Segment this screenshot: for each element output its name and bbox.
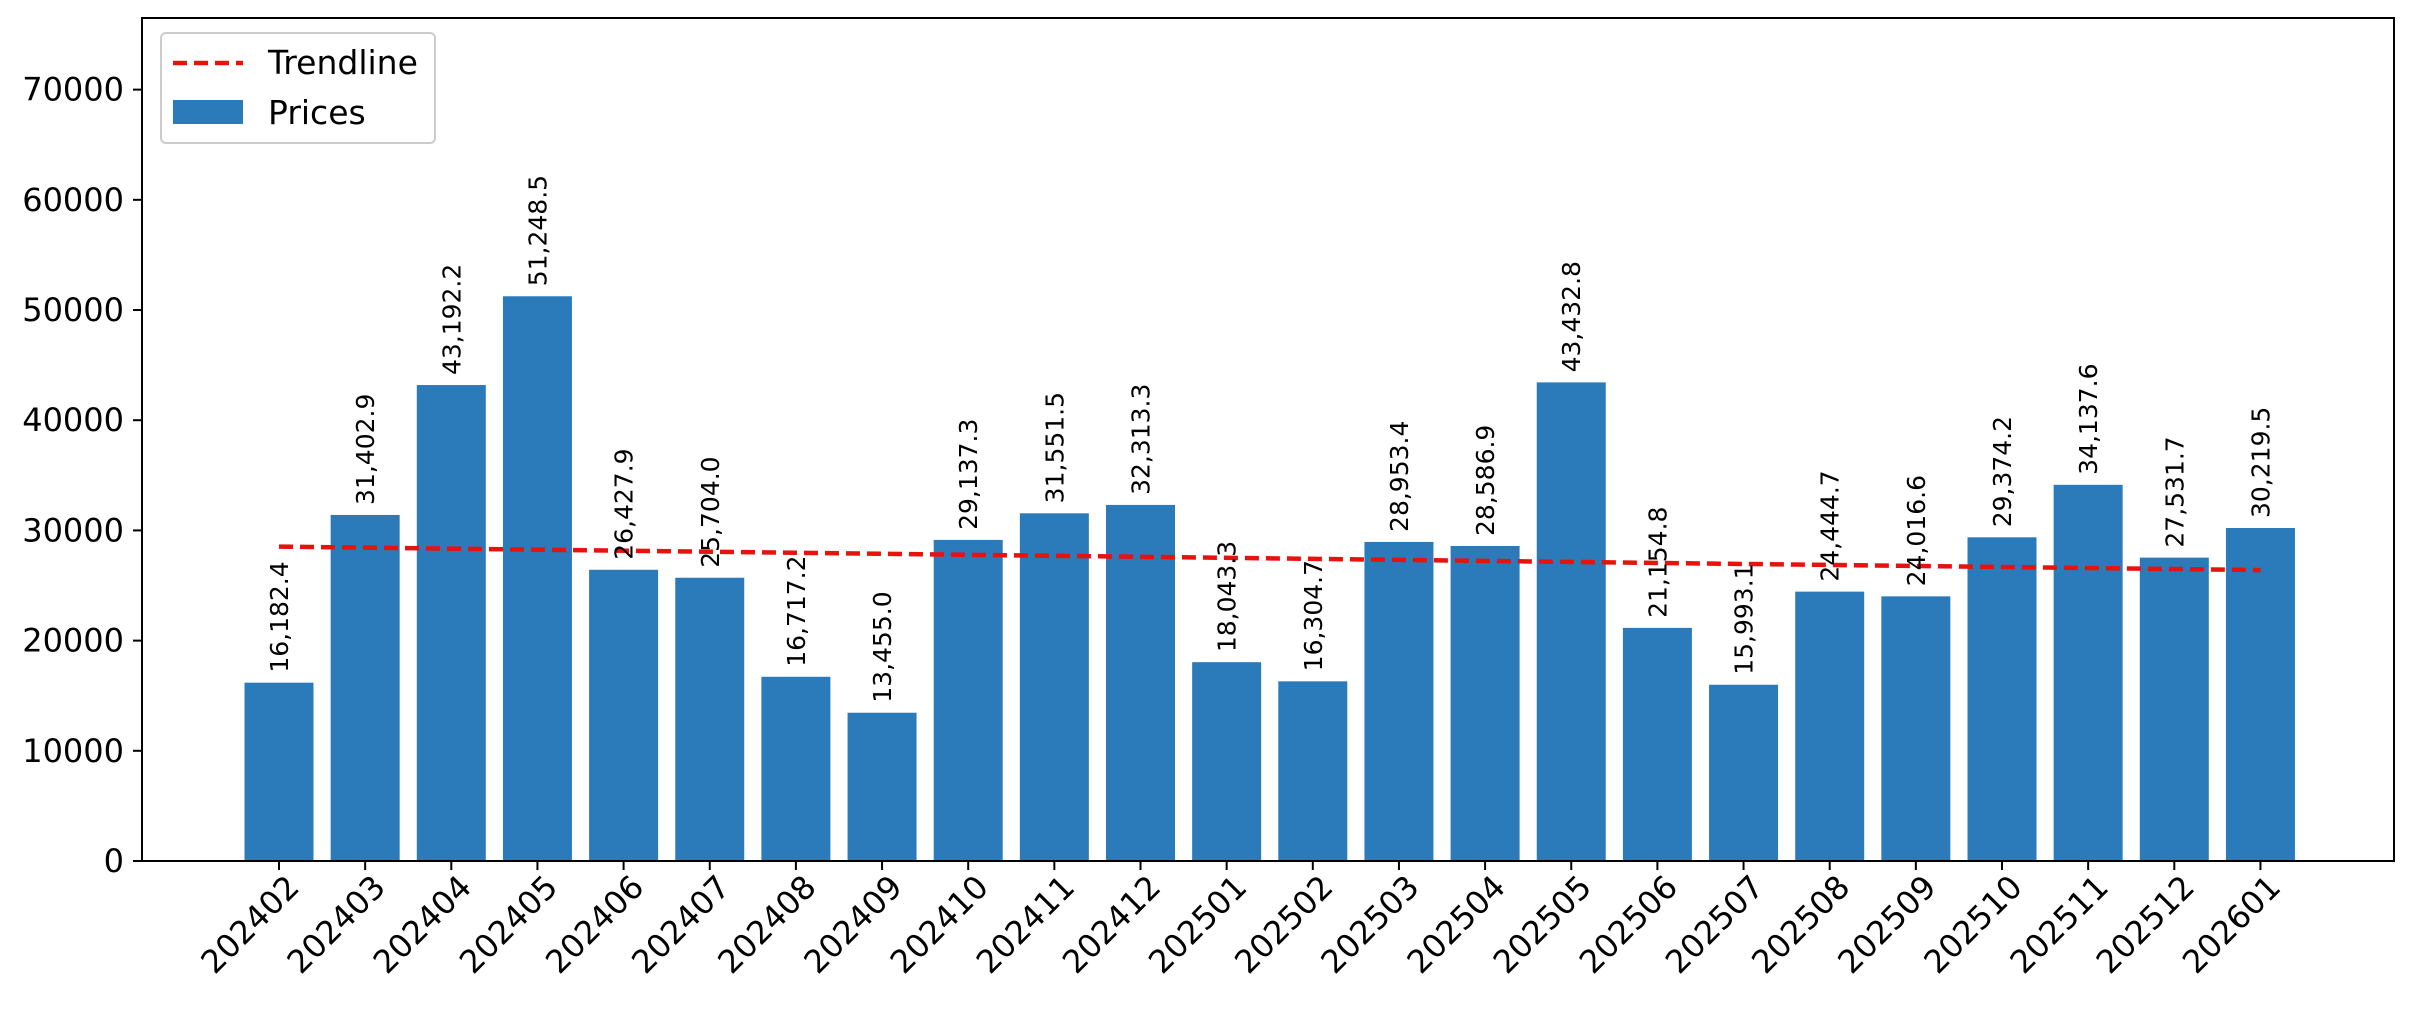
trendline bbox=[278, 544, 2261, 573]
y-tick-label: 60000 bbox=[22, 181, 124, 219]
bar-value-label-202405: 51,248.5 bbox=[523, 175, 552, 286]
bar-value-label-202505: 43,432.8 bbox=[1557, 261, 1586, 372]
bars-group bbox=[244, 296, 2295, 861]
bar-value-label-202511: 34,137.6 bbox=[2074, 363, 2103, 474]
bar-202508 bbox=[1795, 591, 1865, 861]
bar-value-label-202501: 18,043.3 bbox=[1213, 541, 1242, 652]
bar-value-label-202410: 29,137.3 bbox=[954, 419, 983, 530]
bar-202405 bbox=[502, 296, 572, 861]
bar-202501 bbox=[1192, 662, 1262, 861]
bar-value-label-202510: 29,374.2 bbox=[1988, 416, 2017, 527]
bar-value-label-202403: 31,402.9 bbox=[351, 394, 380, 505]
bar-202406 bbox=[589, 569, 659, 861]
bar-202507 bbox=[1709, 684, 1779, 861]
bar-202504 bbox=[1450, 545, 1520, 861]
legend-prices-swatch bbox=[173, 100, 243, 124]
bar-value-label-202402: 16,182.4 bbox=[265, 561, 294, 672]
bar-value-label-202406: 26,427.9 bbox=[610, 448, 639, 559]
bar-value-label-202601: 30,219.5 bbox=[2246, 407, 2275, 518]
bar-value-label-202502: 16,304.7 bbox=[1299, 560, 1328, 671]
bar-value-label-202411: 31,551.5 bbox=[1040, 392, 1069, 503]
y-tick-label: 50000 bbox=[22, 291, 124, 329]
legend: Trendline Prices bbox=[160, 32, 436, 144]
y-tick-label: 30000 bbox=[22, 511, 124, 549]
y-tick-label: 70000 bbox=[22, 71, 124, 109]
legend-trendline-label: Trendline bbox=[267, 43, 418, 82]
bar-202408 bbox=[761, 676, 831, 861]
bar-value-label-202512: 27,531.7 bbox=[2160, 436, 2189, 547]
bar-value-label-202507: 15,993.1 bbox=[1730, 563, 1759, 674]
bar-202412 bbox=[1106, 504, 1175, 861]
bar-202601 bbox=[2225, 527, 2295, 861]
y-tick-label: 40000 bbox=[22, 401, 124, 439]
bar-202411 bbox=[1019, 513, 1089, 861]
y-tick-label: 0 bbox=[104, 842, 124, 880]
bar-value-label-202508: 24,444.7 bbox=[1816, 470, 1845, 581]
bar-value-label-202407: 25,704.0 bbox=[696, 456, 725, 567]
bar-value-label-202404: 43,192.2 bbox=[437, 264, 466, 375]
bar-202502 bbox=[1278, 681, 1348, 861]
bar-202505 bbox=[1536, 382, 1606, 861]
x-axis: 2024022024032024042024052024062024072024… bbox=[193, 861, 2288, 981]
y-tick-label: 10000 bbox=[22, 732, 124, 770]
bar-202503 bbox=[1364, 541, 1434, 861]
bar-value-label-202409: 13,455.0 bbox=[868, 591, 897, 702]
trendline-group bbox=[278, 544, 2261, 573]
bar-value-label-202504: 28,586.9 bbox=[1471, 425, 1500, 536]
bar-202509 bbox=[1881, 596, 1951, 861]
bar-202403 bbox=[330, 514, 400, 861]
bar-value-label-202509: 24,016.6 bbox=[1902, 475, 1931, 586]
bar-labels-group: 16,182.4 31,402.9 43,192.2 51,248.5 26,427.9… bbox=[265, 175, 2275, 703]
bar-value-label-202412: 32,313.3 bbox=[1127, 384, 1156, 495]
bar-value-label-202506: 21,154.8 bbox=[1643, 507, 1672, 618]
bar-202512 bbox=[2139, 557, 2209, 861]
bar-202402 bbox=[244, 682, 314, 861]
bar-202506 bbox=[1622, 627, 1692, 861]
bar-202410 bbox=[933, 539, 1003, 861]
bar-202409 bbox=[847, 712, 917, 861]
bar-value-label-202408: 16,717.2 bbox=[782, 555, 811, 666]
bar-202510 bbox=[1967, 537, 2037, 861]
bar-202404 bbox=[416, 385, 486, 861]
bar-value-label-202503: 28,953.4 bbox=[1385, 421, 1414, 532]
legend-prices-label: Prices bbox=[268, 93, 366, 132]
bar-202407 bbox=[675, 577, 745, 861]
y-tick-label: 20000 bbox=[22, 622, 124, 660]
y-axis: 0 10000 20000 30000 40000 50000 60000 70000 bbox=[22, 71, 142, 880]
bar-202511 bbox=[2053, 484, 2123, 861]
plot-frame bbox=[141, 17, 2395, 862]
